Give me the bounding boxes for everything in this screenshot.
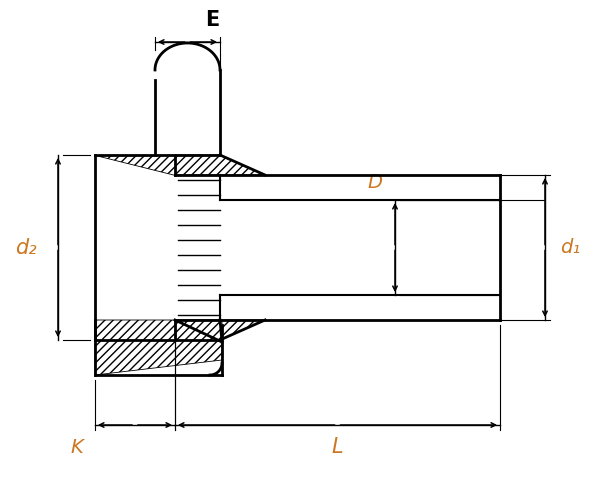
Bar [175, 175, 500, 320]
Text: L: L [331, 437, 344, 457]
Text: E: E [205, 10, 219, 30]
Bar [155, 55, 220, 155]
Polygon shape [95, 320, 175, 340]
Polygon shape [175, 155, 265, 175]
Bar [95, 155, 220, 340]
Polygon shape [175, 320, 265, 340]
Text: d₂: d₂ [15, 238, 37, 258]
Text: K: K [71, 437, 84, 456]
Text: d₁: d₁ [560, 238, 580, 257]
Polygon shape [95, 155, 175, 175]
Text: D: D [367, 173, 382, 192]
Polygon shape [95, 320, 222, 375]
